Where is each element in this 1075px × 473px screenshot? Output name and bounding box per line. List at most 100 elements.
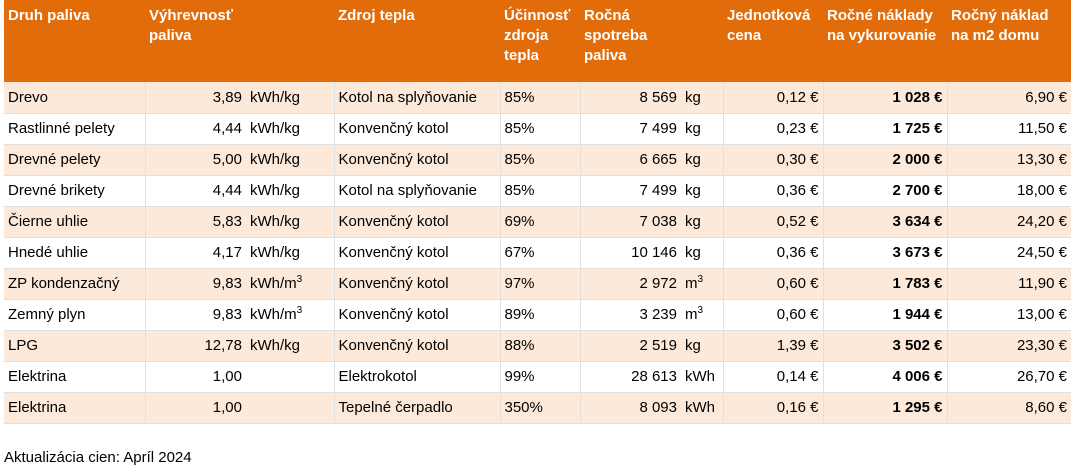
annual-cost-cell: 2 000 € bbox=[823, 144, 948, 176]
consumption-unit-cell: kWh bbox=[681, 361, 724, 393]
calorific-value-cell: 4,17 bbox=[145, 237, 246, 269]
calorific-value-cell: 4,44 bbox=[145, 113, 246, 145]
annual-cost-cell: 4 006 € bbox=[823, 361, 948, 393]
consumption-cell: 2 972 bbox=[580, 268, 681, 300]
calorific-unit-cell: kWh/m3 bbox=[246, 299, 335, 331]
annual-cost-cell: 3 634 € bbox=[823, 206, 948, 238]
table-row: Rastlinné pelety 4,44 kWh/kg Konvenčný koto… bbox=[4, 113, 1071, 145]
consumption-unit-cell: kg bbox=[681, 206, 724, 238]
fuel-type-cell: Drevné brikety bbox=[4, 175, 146, 207]
annual-cost-cell: 1 783 € bbox=[823, 268, 948, 300]
consumption-cell: 6 665 bbox=[580, 144, 681, 176]
calorific-value-cell: 1,00 bbox=[145, 392, 246, 424]
cost-per-m2-cell: 11,50 € bbox=[947, 113, 1071, 145]
efficiency-cell: 85% bbox=[500, 175, 581, 207]
heat-source-cell: Konvenčný kotol bbox=[334, 268, 501, 300]
consumption-unit-cell: m3 bbox=[681, 299, 724, 331]
column-header: Výhrevnosť paliva bbox=[145, 0, 246, 82]
table-row: Zemný plyn 9,83 kWh/m3 Konvenčný kotol 89% 3 … bbox=[4, 299, 1071, 331]
cost-per-m2-cell: 6,90 € bbox=[947, 82, 1071, 114]
annual-cost-cell: 1 028 € bbox=[823, 82, 948, 114]
fuel-type-cell: Drevné pelety bbox=[4, 144, 146, 176]
column-header: Účinnosť zdroja tepla bbox=[500, 0, 580, 82]
fuel-type-cell: Drevo bbox=[4, 82, 146, 114]
calorific-value-cell: 1,00 bbox=[145, 361, 246, 393]
heat-source-cell: Konvenčný kotol bbox=[334, 237, 501, 269]
calorific-unit-cell: kWh/kg bbox=[246, 330, 335, 362]
column-header: Ročná spotreba paliva bbox=[580, 0, 681, 82]
efficiency-cell: 85% bbox=[500, 113, 581, 145]
cost-per-m2-cell: 24,50 € bbox=[947, 237, 1071, 269]
consumption-unit-cell: kg bbox=[681, 144, 724, 176]
column-header: Ročný náklad na m2 domu bbox=[947, 0, 1071, 82]
heat-source-cell: Konvenčný kotol bbox=[334, 113, 501, 145]
fuel-type-cell: Rastlinné pelety bbox=[4, 113, 146, 145]
heat-source-cell: Konvenčný kotol bbox=[334, 144, 501, 176]
efficiency-cell: 99% bbox=[500, 361, 581, 393]
annual-cost-cell: 1 725 € bbox=[823, 113, 948, 145]
consumption-unit-cell: m3 bbox=[681, 268, 724, 300]
efficiency-cell: 85% bbox=[500, 144, 581, 176]
table-row: Drevné brikety 4,44 kWh/kg Kotol na splyňov… bbox=[4, 175, 1071, 207]
price-update-note: Aktualizácia cien: Apríl 2024 bbox=[4, 449, 192, 466]
calorific-value-cell: 5,00 bbox=[145, 144, 246, 176]
heat-source-cell: Konvenčný kotol bbox=[334, 206, 501, 238]
annual-cost-cell: 1 944 € bbox=[823, 299, 948, 331]
fuel-type-cell: Elektrina bbox=[4, 361, 146, 393]
efficiency-cell: 97% bbox=[500, 268, 581, 300]
annual-cost-cell: 2 700 € bbox=[823, 175, 948, 207]
fuel-type-cell: Elektrina bbox=[4, 392, 146, 424]
cost-per-m2-cell: 23,30 € bbox=[947, 330, 1071, 362]
header-row: Druh paliva Výhrevnosť paliva Zdroj tepla Ú… bbox=[4, 0, 1071, 82]
calorific-unit-cell: kWh/kg bbox=[246, 237, 335, 269]
unit-price-cell: 0,60 € bbox=[723, 268, 824, 300]
unit-price-cell: 1,39 € bbox=[723, 330, 824, 362]
consumption-cell: 28 613 bbox=[580, 361, 681, 393]
column-header: Druh paliva bbox=[4, 0, 145, 82]
calorific-value-cell: 5,83 bbox=[145, 206, 246, 238]
heat-source-cell: Kotol na splyňovanie bbox=[334, 82, 501, 114]
annual-cost-cell: 3 502 € bbox=[823, 330, 948, 362]
unit-price-cell: 0,23 € bbox=[723, 113, 824, 145]
cost-per-m2-cell: 26,70 € bbox=[947, 361, 1071, 393]
consumption-cell: 8 093 bbox=[580, 392, 681, 424]
heat-source-cell: Elektrokotol bbox=[334, 361, 501, 393]
consumption-cell: 2 519 bbox=[580, 330, 681, 362]
unit-price-cell: 0,36 € bbox=[723, 175, 824, 207]
column-header: Jednotková cena bbox=[723, 0, 823, 82]
calorific-unit-cell: kWh/kg bbox=[246, 82, 335, 114]
calorific-unit-cell: kWh/kg bbox=[246, 113, 335, 145]
unit-price-cell: 0,12 € bbox=[723, 82, 824, 114]
cost-per-m2-cell: 11,90 € bbox=[947, 268, 1071, 300]
unit-price-cell: 0,16 € bbox=[723, 392, 824, 424]
fuel-type-cell: LPG bbox=[4, 330, 146, 362]
calorific-value-cell: 4,44 bbox=[145, 175, 246, 207]
calorific-value-cell: 9,83 bbox=[145, 299, 246, 331]
consumption-cell: 3 239 bbox=[580, 299, 681, 331]
table-row: Hnedé uhlie 4,17 kWh/kg Konvenčný kotol 67% 1… bbox=[4, 237, 1071, 269]
consumption-unit-cell: kg bbox=[681, 237, 724, 269]
column-header bbox=[681, 0, 723, 82]
table-row: Elektrina 1,00 Elektrokotol 99% 28 613 kWh 0,1… bbox=[4, 361, 1071, 393]
efficiency-cell: 67% bbox=[500, 237, 581, 269]
unit-price-cell: 0,52 € bbox=[723, 206, 824, 238]
unit-price-cell: 0,14 € bbox=[723, 361, 824, 393]
unit-price-cell: 0,36 € bbox=[723, 237, 824, 269]
cost-per-m2-cell: 8,60 € bbox=[947, 392, 1071, 424]
table-row: Drevo 3,89 kWh/kg Kotol na splyňovanie 85% 8 … bbox=[4, 82, 1071, 114]
consumption-cell: 7 499 bbox=[580, 113, 681, 145]
efficiency-cell: 69% bbox=[500, 206, 581, 238]
annual-cost-cell: 3 673 € bbox=[823, 237, 948, 269]
cost-per-m2-cell: 13,30 € bbox=[947, 144, 1071, 176]
calorific-value-cell: 12,78 bbox=[145, 330, 246, 362]
consumption-unit-cell: kg bbox=[681, 113, 724, 145]
table-row: Drevné pelety 5,00 kWh/kg Konvenčný kotol 85… bbox=[4, 144, 1071, 176]
table-row: ZP kondenzačný 9,83 kWh/m3 Konvenčný kotol 9… bbox=[4, 268, 1071, 300]
column-header bbox=[246, 0, 334, 82]
cost-per-m2-cell: 13,00 € bbox=[947, 299, 1071, 331]
table-row: Čierne uhlie 5,83 kWh/kg Konvenčný kotol 69%… bbox=[4, 206, 1071, 238]
efficiency-cell: 88% bbox=[500, 330, 581, 362]
calorific-value-cell: 3,89 bbox=[145, 82, 246, 114]
calorific-unit-cell: kWh/m3 bbox=[246, 268, 335, 300]
efficiency-cell: 350% bbox=[500, 392, 581, 424]
